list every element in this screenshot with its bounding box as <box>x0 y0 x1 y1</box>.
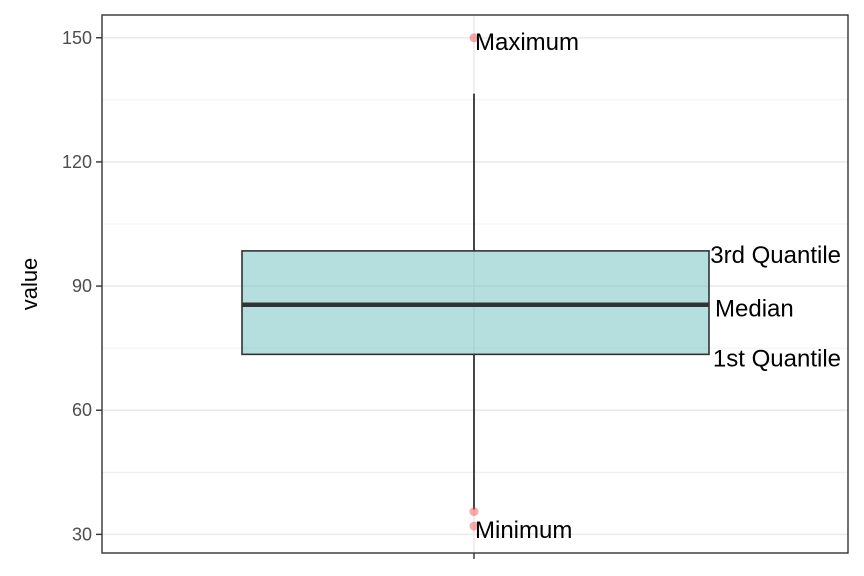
box-stat-label: 3rd Quantile <box>710 242 841 269</box>
y-tick-label: 30 <box>72 524 92 544</box>
y-tick-label: 150 <box>62 28 92 48</box>
data-point <box>469 521 479 531</box>
y-tick-label: 120 <box>62 152 92 172</box>
box-stat-label: Median <box>715 296 794 323</box>
plot-panel-border <box>101 14 849 554</box>
box-layer <box>241 93 710 510</box>
annotation-layer: Maximum Minimum 3rd Quantile Median 1st Quan… <box>475 29 841 544</box>
point-label: Maximum <box>475 29 579 56</box>
data-point <box>469 507 479 517</box>
y-axis: 30 60 90 120 150 <box>62 28 475 559</box>
box-stat-label: 1st Quantile <box>713 345 841 372</box>
y-tick-label: 90 <box>72 276 92 296</box>
data-point <box>469 33 479 43</box>
point-layer <box>469 33 479 531</box>
point-label: Minimum <box>475 517 572 544</box>
y-tick-label: 60 <box>72 400 92 420</box>
y-axis-title: value <box>17 258 42 311</box>
